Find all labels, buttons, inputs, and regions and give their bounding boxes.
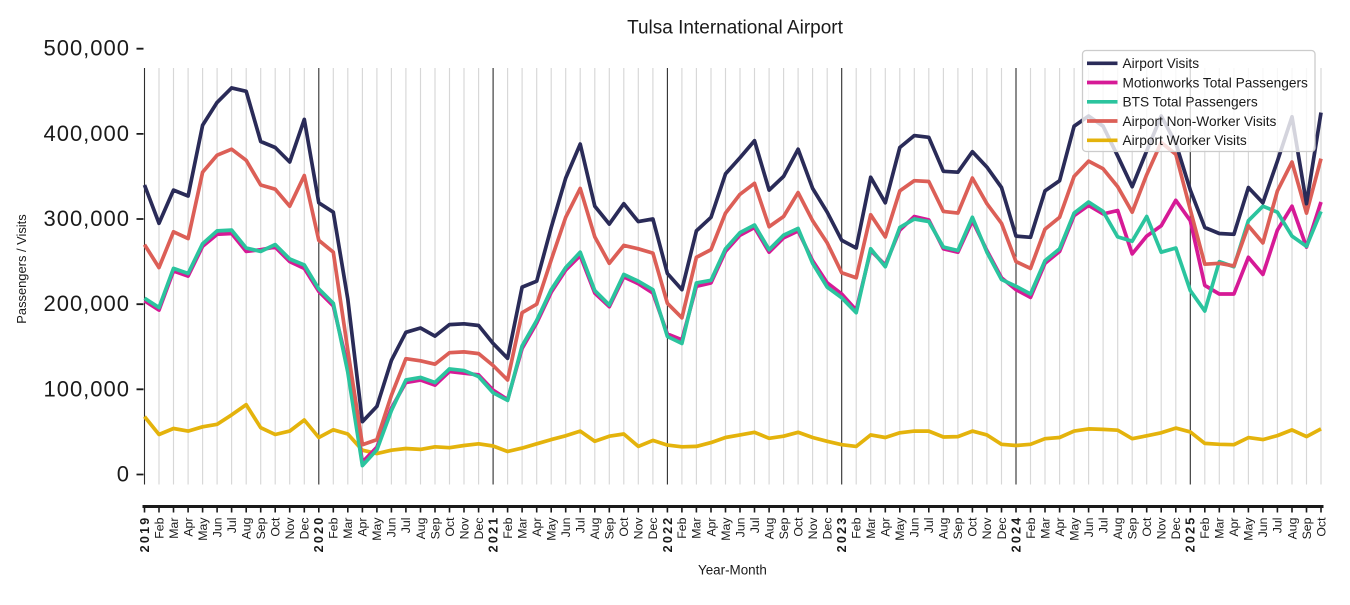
- svg-text:Sep: Sep: [1300, 517, 1314, 539]
- svg-text:Oct: Oct: [966, 517, 980, 537]
- svg-text:Nov: Nov: [1155, 517, 1169, 540]
- svg-text:Oct: Oct: [1314, 517, 1328, 537]
- svg-text:Feb: Feb: [327, 517, 341, 538]
- svg-text:Jun: Jun: [559, 517, 573, 537]
- svg-text:Dec: Dec: [821, 518, 835, 540]
- svg-text:Apr: Apr: [356, 518, 370, 537]
- svg-text:Mar: Mar: [864, 518, 878, 539]
- svg-text:Jul: Jul: [399, 518, 413, 534]
- svg-text:Jul: Jul: [1096, 518, 1110, 534]
- svg-text:500,000: 500,000: [43, 36, 130, 61]
- svg-text:Nov: Nov: [980, 517, 994, 540]
- svg-text:May: May: [1067, 517, 1081, 541]
- svg-text:Oct: Oct: [791, 517, 805, 537]
- svg-text:Apr: Apr: [704, 518, 718, 537]
- svg-text:Feb: Feb: [1198, 517, 1212, 538]
- svg-text:Apr: Apr: [1053, 518, 1067, 537]
- svg-text:0: 0: [117, 462, 130, 487]
- svg-text:Mar: Mar: [341, 518, 355, 539]
- svg-text:300,000: 300,000: [43, 206, 130, 231]
- svg-text:Nov: Nov: [806, 517, 820, 540]
- svg-text:May: May: [370, 517, 384, 541]
- svg-text:Mar: Mar: [1213, 518, 1227, 539]
- svg-text:May: May: [545, 517, 559, 541]
- svg-text:Dec: Dec: [298, 518, 312, 540]
- svg-text:Apr: Apr: [1227, 518, 1241, 537]
- svg-text:Sep: Sep: [254, 517, 268, 539]
- svg-text:Passengers / Visits: Passengers / Visits: [14, 214, 29, 323]
- svg-text:Dec: Dec: [995, 518, 1009, 540]
- svg-text:Jun: Jun: [733, 517, 747, 537]
- svg-text:Mar: Mar: [515, 518, 529, 539]
- svg-text:Oct: Oct: [1140, 517, 1154, 537]
- svg-text:2021: 2021: [487, 516, 501, 553]
- svg-text:May: May: [719, 517, 733, 541]
- svg-text:Jun: Jun: [1256, 517, 1270, 537]
- svg-text:Sep: Sep: [428, 517, 442, 539]
- svg-text:Motionworks Total Passengers: Motionworks Total Passengers: [1123, 75, 1309, 90]
- svg-text:May: May: [1242, 517, 1256, 541]
- svg-text:Sep: Sep: [777, 517, 791, 539]
- svg-text:Mar: Mar: [1038, 518, 1052, 539]
- svg-text:2020: 2020: [312, 516, 326, 553]
- svg-text:Aug: Aug: [762, 517, 776, 539]
- svg-text:Aug: Aug: [1285, 517, 1299, 539]
- svg-text:Nov: Nov: [283, 517, 297, 540]
- svg-text:Jul: Jul: [574, 518, 588, 534]
- svg-text:Oct: Oct: [617, 517, 631, 537]
- svg-text:BTS Total Passengers: BTS Total Passengers: [1123, 95, 1258, 110]
- svg-text:Jul: Jul: [922, 518, 936, 534]
- svg-text:Aug: Aug: [588, 517, 602, 539]
- svg-text:Airport Visits: Airport Visits: [1123, 56, 1200, 71]
- svg-text:Mar: Mar: [167, 518, 181, 539]
- svg-text:Jun: Jun: [210, 517, 224, 537]
- svg-text:Feb: Feb: [850, 517, 864, 538]
- svg-text:Oct: Oct: [269, 517, 283, 537]
- svg-text:Jul: Jul: [225, 518, 239, 534]
- svg-text:Year-Month: Year-Month: [698, 562, 767, 577]
- svg-text:Apr: Apr: [181, 518, 195, 537]
- svg-text:Dec: Dec: [1169, 518, 1183, 540]
- svg-text:2019: 2019: [138, 516, 152, 553]
- svg-text:Jun: Jun: [908, 517, 922, 537]
- svg-text:Nov: Nov: [457, 517, 471, 540]
- svg-text:Jul: Jul: [748, 518, 762, 534]
- svg-text:Jun: Jun: [1082, 517, 1096, 537]
- svg-text:Mar: Mar: [690, 518, 704, 539]
- svg-text:2023: 2023: [835, 516, 849, 553]
- svg-text:Aug: Aug: [937, 517, 951, 539]
- svg-text:200,000: 200,000: [43, 291, 130, 316]
- svg-text:Airport Worker Visits: Airport Worker Visits: [1123, 133, 1247, 148]
- svg-text:Sep: Sep: [1126, 517, 1140, 539]
- svg-text:May: May: [196, 517, 210, 541]
- svg-text:Jun: Jun: [385, 517, 399, 537]
- svg-text:2024: 2024: [1009, 516, 1023, 553]
- svg-text:Apr: Apr: [879, 518, 893, 537]
- svg-text:2025: 2025: [1184, 516, 1198, 553]
- svg-text:Tulsa International Airport: Tulsa International Airport: [627, 18, 844, 39]
- svg-text:Oct: Oct: [443, 517, 457, 537]
- svg-text:Apr: Apr: [530, 518, 544, 537]
- svg-text:Sep: Sep: [603, 517, 617, 539]
- svg-text:Jul: Jul: [1271, 518, 1285, 534]
- svg-text:400,000: 400,000: [43, 121, 130, 146]
- svg-text:Sep: Sep: [951, 517, 965, 539]
- svg-text:100,000: 100,000: [43, 376, 130, 401]
- svg-text:2022: 2022: [661, 516, 675, 553]
- svg-text:Feb: Feb: [501, 517, 515, 538]
- svg-text:Aug: Aug: [414, 517, 428, 539]
- svg-text:Feb: Feb: [1024, 517, 1038, 538]
- svg-text:Feb: Feb: [152, 517, 166, 538]
- svg-text:Nov: Nov: [632, 517, 646, 540]
- svg-text:Dec: Dec: [472, 518, 486, 540]
- svg-text:Feb: Feb: [675, 517, 689, 538]
- svg-text:Aug: Aug: [1111, 517, 1125, 539]
- svg-text:Dec: Dec: [646, 518, 660, 540]
- svg-text:Airport Non-Worker Visits: Airport Non-Worker Visits: [1123, 114, 1277, 129]
- svg-text:May: May: [893, 517, 907, 541]
- svg-text:Aug: Aug: [239, 517, 253, 539]
